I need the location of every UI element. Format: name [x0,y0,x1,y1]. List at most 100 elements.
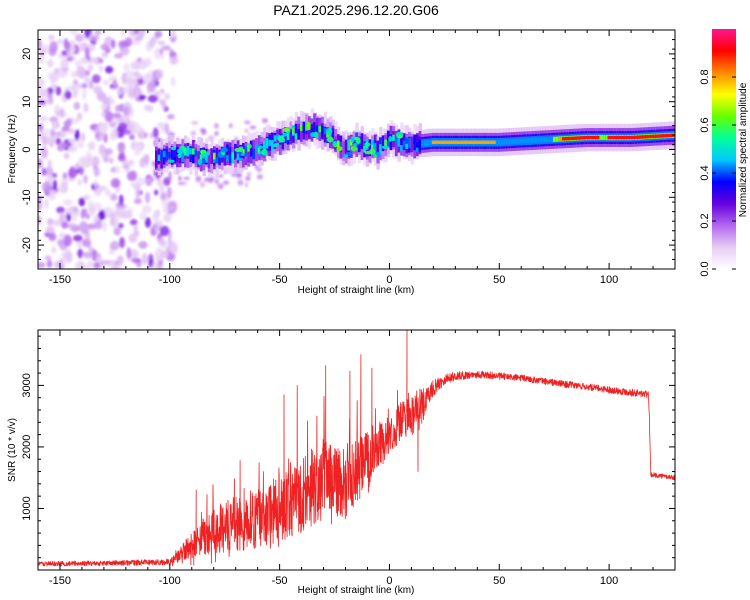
ridge-cell [255,144,259,151]
noise-blob [73,79,79,87]
ridge-core [623,135,627,140]
ridge-cell [423,140,428,146]
ridge-core [580,136,584,140]
ridge-cell [537,137,541,143]
noise-blob [132,78,138,86]
noise-blob [88,205,96,216]
ridge-cell [257,147,262,154]
spectrogram-xtick-label: 50 [493,274,505,286]
noise-blob [119,47,130,56]
spectrogram-xtick-label: 0 [386,274,392,286]
noise-blob [168,240,173,250]
colorbar-tick-label: 0.8 [699,69,711,84]
figure-title: PAZ1.2025.296.12.20.G06 [273,2,439,18]
noise-blob [48,232,57,242]
ridge-cell [426,140,430,146]
noise-blob [39,88,49,99]
ridge-core [561,137,566,141]
ridge-core [466,140,470,145]
ridge-blob [375,151,381,157]
ridge-blob [306,121,311,127]
ridge-cell [529,138,533,144]
ridge-cell [247,146,251,163]
ridge-cell [376,140,380,157]
noise-blob [73,164,80,170]
noise-blob [65,41,71,52]
noise-blob [54,260,59,269]
noise-blob [196,177,202,181]
noise-blob [117,143,126,153]
noise-blob [93,166,101,177]
noise-blob [191,121,199,125]
noise-blob [118,223,124,229]
noise-blob [40,146,49,159]
ridge-core [447,140,451,145]
noise-blob [53,219,62,227]
noise-blob [87,155,93,167]
ridge-core [574,136,579,140]
noise-blob [162,45,171,51]
noise-blob [167,204,175,211]
noise-blob [128,233,138,243]
ridge-cell [318,126,322,133]
noise-blob [170,76,176,87]
ridge-cell [600,134,604,141]
ridge-cell [381,135,386,152]
noise-blob [109,121,117,128]
ridge-cell [400,138,404,146]
noise-blob [169,55,179,65]
ridge-core [628,135,632,140]
ridge-core [437,140,441,145]
noise-blob [89,35,100,41]
noise-blob [118,194,124,205]
noise-blob [229,122,233,129]
noise-blob [85,263,90,269]
ridge-core [657,134,661,138]
noise-blob [140,59,147,70]
noise-blob [110,178,121,189]
noise-blob [168,175,172,181]
noise-blob [67,223,77,230]
ridge-cell [228,154,233,161]
spectrogram-ytick-label: -20 [21,237,33,253]
noise-blob [98,65,104,73]
noise-blob [156,178,164,187]
spectrogram-frame [37,29,676,270]
ridge-cell [313,122,317,134]
noise-blob [123,105,130,117]
noise-blob [104,148,113,155]
noise-blob [247,172,252,177]
noise-blob [128,170,138,182]
ridge-cell [252,148,256,160]
noise-blob [47,95,54,106]
noise-blob [50,70,60,83]
noise-blob [80,208,85,219]
noise-blob [129,219,138,226]
ridge-cell [239,152,243,160]
ridge-blob [278,135,285,143]
ridge-cell [502,139,507,145]
ridge-cell [165,148,169,155]
noise-blob [217,183,224,190]
ridge-blob [240,152,245,157]
noise-blob [87,141,96,151]
noise-blob [148,81,156,92]
ridge-cell [236,149,241,160]
ridge-cell [400,140,404,152]
noise-blob [63,234,72,247]
ridge-core [577,136,582,140]
noise-blob [82,88,87,101]
ridge-cell [526,138,531,144]
noise-blob [78,156,88,168]
ridge-core [631,135,635,140]
noise-blob [127,77,133,89]
ridge-blob [272,143,278,148]
noise-blob [120,30,125,37]
ridge-core [463,140,467,145]
ridge-blob [170,146,177,151]
noise-blob [115,104,122,113]
noise-blob [46,218,54,226]
noise-blob [111,39,116,49]
ridge-cell [294,123,299,140]
noise-blob [58,129,67,139]
